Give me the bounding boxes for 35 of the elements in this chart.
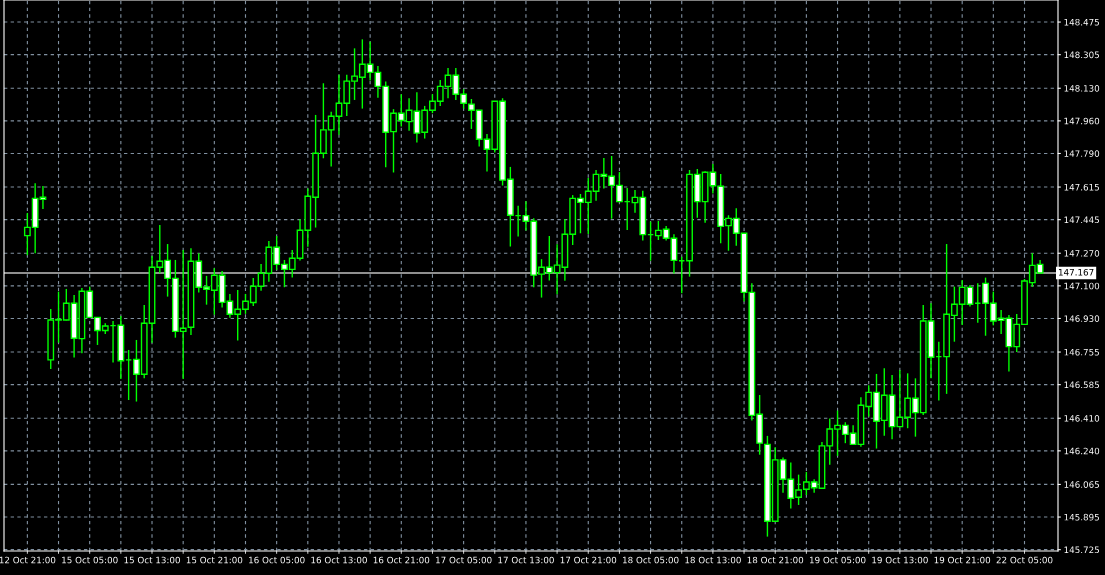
y-tick-label: 147.445 <box>1064 216 1099 224</box>
x-tick-label: 19 Oct 21:00 <box>934 556 991 564</box>
x-tick-label: 18 Oct 13:00 <box>685 556 741 564</box>
y-tick-label: 148.305 <box>1064 51 1099 59</box>
x-tick-label: 18 Oct 21:00 <box>747 556 804 564</box>
y-tick-label: 146.410 <box>1064 415 1100 422</box>
ref-line-label: 147.167 <box>1058 268 1094 276</box>
y-tick-label: 147.100 <box>1064 282 1100 290</box>
y-tick-label: 148.130 <box>1064 85 1100 92</box>
y-tick-label: 146.755 <box>1064 348 1099 356</box>
x-tick-label: 16 Oct 05:00 <box>249 556 305 564</box>
y-tick-label: 148.475 <box>1064 18 1099 26</box>
x-tick-label: 22 Oct 05:00 <box>996 556 1053 564</box>
x-tick-label: 15 Oct 21:00 <box>186 556 243 564</box>
y-tick-label: 147.270 <box>1064 250 1100 257</box>
y-tick-label: 145.725 <box>1064 546 1099 554</box>
x-tick-label: 19 Oct 13:00 <box>872 556 928 564</box>
x-tick-label: 19 Oct 05:00 <box>809 556 866 564</box>
y-tick-label: 145.895 <box>1064 513 1099 521</box>
x-tick-label: 17 Oct 13:00 <box>498 556 554 564</box>
x-tick-label: 17 Oct 05:00 <box>436 556 492 564</box>
x-tick-label: 17 Oct 21:00 <box>560 556 617 564</box>
y-tick-label: 147.960 <box>1064 117 1100 125</box>
x-tick-label: 15 Oct 05:00 <box>62 556 118 564</box>
x-tick-label: 16 Oct 13:00 <box>311 556 367 564</box>
y-tick-label: 146.065 <box>1064 481 1099 488</box>
x-tick-label: 12 Oct 21:00 <box>0 556 56 564</box>
y-tick-label: 146.585 <box>1064 381 1099 389</box>
y-tick-label: 146.930 <box>1064 315 1100 322</box>
x-tick-label: 16 Oct 21:00 <box>373 556 430 564</box>
y-tick-label: 146.240 <box>1064 447 1100 455</box>
x-tick-label: 15 Oct 13:00 <box>124 556 180 564</box>
x-tick-label: 18 Oct 05:00 <box>623 556 679 564</box>
y-tick-label: 147.790 <box>1064 150 1100 157</box>
y-tick-label: 147.615 <box>1064 183 1099 191</box>
